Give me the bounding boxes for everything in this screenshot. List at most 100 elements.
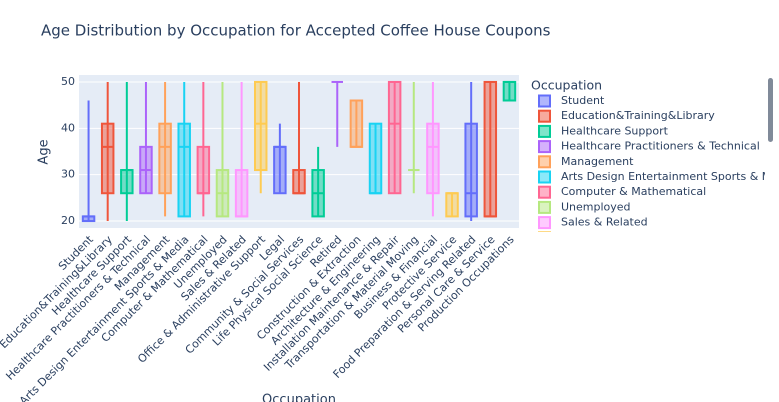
legend-swatch (538, 94, 551, 108)
legend-swatch (538, 124, 551, 138)
legend-label[interactable]: Office & Administrative Support (561, 231, 736, 244)
legend-item[interactable]: Healthcare Practitioners & Technical (538, 140, 760, 154)
legend-label[interactable]: Management (561, 155, 634, 168)
legend-swatch (538, 216, 551, 230)
box (254, 80, 268, 172)
legend-item[interactable]: Arts Design Entertainment Sports & Media (538, 170, 779, 184)
y-axis-title: Age (37, 139, 52, 164)
legend-label[interactable]: Sales & Related (561, 216, 648, 229)
legend-label[interactable]: Unemployed (561, 200, 631, 213)
legend-label[interactable]: Community & Social Services (561, 261, 723, 274)
legend-item[interactable]: Installation Maintenance & Repair (539, 337, 748, 350)
box-group (331, 80, 343, 147)
legend-item[interactable]: Transportation & Material Moving (539, 352, 744, 365)
box (387, 80, 402, 195)
legend-swatch (539, 339, 550, 350)
legend-title: Occupation (531, 78, 602, 93)
box-group (483, 80, 498, 218)
legend-label[interactable]: Architecture & Engineering (561, 322, 710, 335)
legend-item[interactable]: Community & Social Services (539, 261, 723, 274)
box-group (311, 146, 325, 218)
legend-swatch (538, 231, 551, 232)
y-tick-label: 40 (61, 121, 75, 134)
legend-swatch (538, 200, 551, 214)
legend-label[interactable]: Protective Service (561, 383, 661, 396)
legend-swatch (539, 369, 550, 380)
box-group (408, 81, 420, 194)
legend-label[interactable]: Transportation & Material Moving (560, 352, 744, 365)
legend-label[interactable]: Installation Maintenance & Repair (561, 337, 748, 350)
legend-item[interactable]: Protective Service (539, 383, 661, 396)
legend-item[interactable]: Unemployed (538, 200, 631, 214)
legend-item[interactable]: Management (538, 155, 634, 169)
y-tick-label: 50 (61, 75, 75, 88)
box (502, 80, 517, 102)
box-group (234, 81, 249, 218)
legend-item[interactable]: Life Physical Social Science (539, 276, 712, 289)
legend-label[interactable]: Legal (561, 246, 590, 259)
legend-label[interactable]: Life Physical Social Science (561, 276, 712, 289)
box-group (273, 123, 287, 195)
box (100, 122, 115, 195)
legend-swatch (538, 170, 551, 184)
box-group (387, 80, 402, 195)
legend[interactable]: Student Education&Training&Library Healthc… (538, 94, 779, 402)
legend-item[interactable]: Business & Financial (539, 368, 673, 381)
box (349, 99, 364, 148)
legend-swatch (538, 140, 551, 154)
legend-item[interactable]: Healthcare Support (538, 124, 669, 138)
legend-swatch (538, 185, 551, 199)
legend-label[interactable]: Food Preparation & Serving Related (561, 398, 757, 402)
legend-label[interactable]: Arts Design Entertainment Sports & Media (561, 170, 779, 183)
box-group (177, 81, 191, 218)
legend-label[interactable]: Healthcare Support (561, 124, 669, 137)
legend-swatch (539, 308, 550, 319)
box (177, 122, 191, 218)
box-group (139, 81, 153, 195)
box-group (502, 80, 517, 102)
box (368, 122, 383, 195)
box (273, 145, 287, 195)
legend-swatch (539, 324, 550, 335)
legend-item[interactable]: Legal (539, 246, 590, 259)
box-group (81, 100, 96, 223)
box (445, 192, 459, 218)
box-group (368, 122, 383, 195)
legend-swatch (539, 263, 550, 274)
legend-item[interactable]: Education&Training&Library (538, 109, 715, 123)
box (483, 80, 498, 218)
box (464, 122, 478, 218)
legend-label[interactable]: Construction & Extraction (561, 307, 703, 320)
legend-scrollbar[interactable] (768, 78, 773, 142)
box (426, 122, 440, 195)
legend-label[interactable]: Retired (561, 292, 600, 305)
box-group (120, 81, 134, 222)
box (158, 122, 172, 195)
legend-item[interactable]: Food Preparation & Serving Related (539, 398, 757, 402)
legend-label[interactable]: Education&Training&Library (561, 109, 715, 122)
legend-item[interactable]: Student (538, 94, 605, 108)
legend-label[interactable]: Student (561, 94, 605, 107)
legend-item[interactable]: Sales & Related (538, 216, 648, 230)
legend-swatch (539, 293, 550, 304)
legend-swatch (538, 155, 551, 169)
legend-label[interactable]: Computer & Mathematical (561, 185, 706, 198)
box-group (445, 192, 459, 218)
box (120, 169, 134, 195)
legend-label[interactable]: Healthcare Practitioners & Technical (561, 140, 760, 153)
y-tick-label: 30 (61, 168, 75, 181)
box-group (158, 81, 172, 217)
legend-item[interactable]: Retired (539, 292, 600, 305)
legend-item[interactable]: Construction & Extraction (539, 307, 703, 320)
legend-swatch (539, 248, 550, 259)
legend-label[interactable]: Business & Financial (561, 368, 673, 381)
plot: StudentEducation&Training&LibraryHealthc… (0, 80, 517, 402)
legend-swatch (539, 354, 550, 365)
box-group (254, 80, 268, 194)
legend-item[interactable]: Office & Administrative Support (538, 231, 736, 244)
y-tick-label: 20 (61, 214, 75, 227)
legend-item[interactable]: Architecture & Engineering (539, 322, 710, 335)
box (234, 169, 249, 218)
legend-item[interactable]: Computer & Mathematical (538, 185, 706, 199)
